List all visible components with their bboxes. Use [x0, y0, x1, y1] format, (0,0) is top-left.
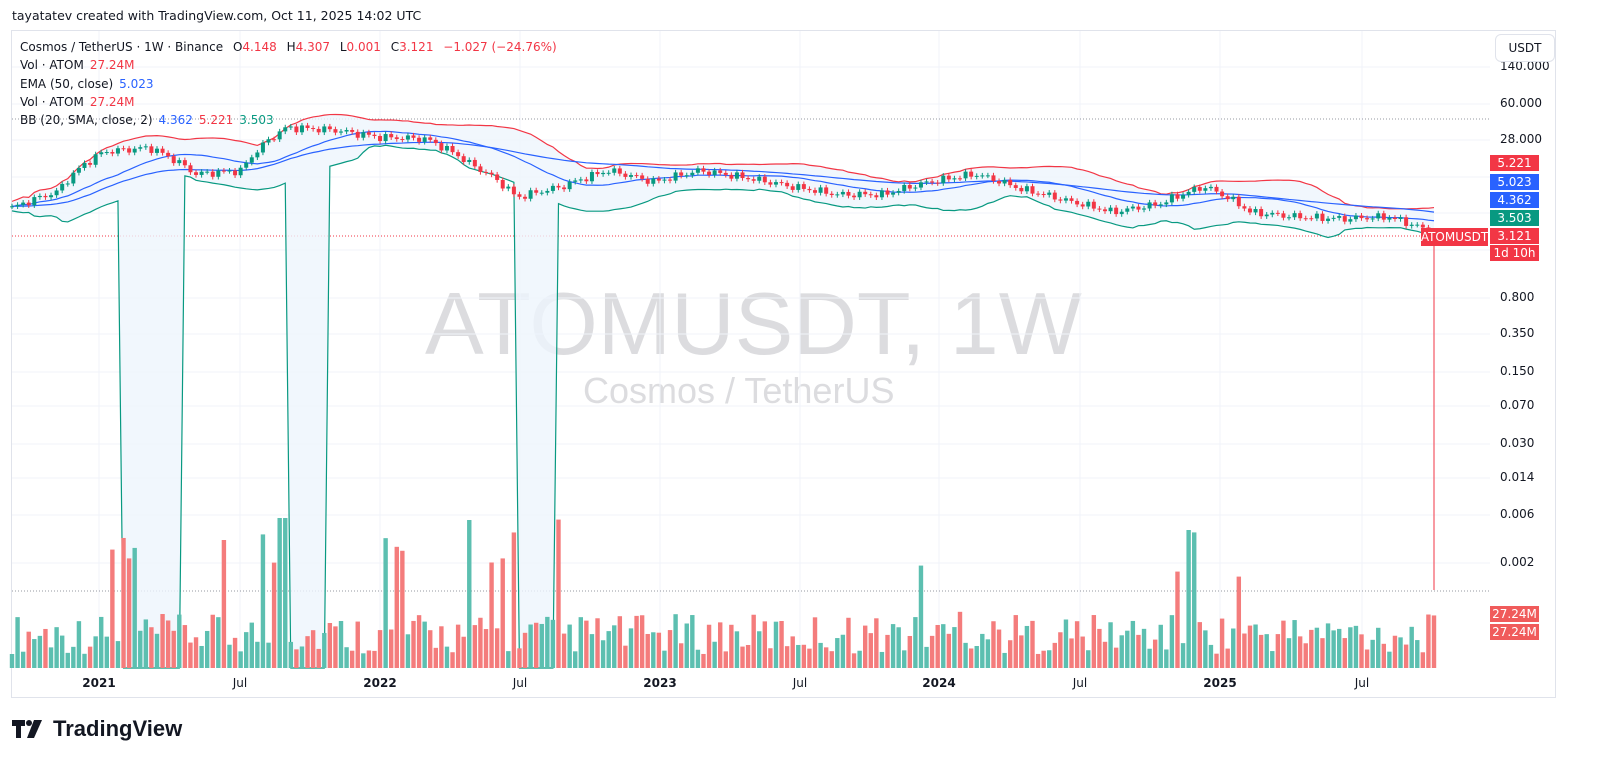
volume-value: 27.24M	[89, 58, 135, 73]
legend-ema-row[interactable]: EMA (50, close) 5.023	[20, 75, 557, 93]
price-tag: 4.362	[1490, 192, 1539, 208]
price-axis-label: 0.150	[1500, 364, 1535, 378]
volume-tag: 27.24M	[1490, 606, 1539, 622]
symbol-description: Cosmos / TetherUS · 1W · Binance	[20, 40, 224, 54]
close-label: C	[390, 40, 400, 54]
time-axis-label: 2023	[643, 676, 677, 690]
time-axis-label: Jul	[792, 676, 808, 690]
tradingview-logo-icon	[12, 720, 42, 738]
time-axis-label: Jul	[512, 676, 528, 690]
ema-label: EMA (50, close)	[20, 76, 114, 91]
price-axis-label: 0.070	[1500, 398, 1535, 412]
legend-volume-row[interactable]: Vol · ATOM 27.24M	[20, 56, 557, 74]
open-value: 4.148	[242, 40, 277, 54]
time-axis-label: 2024	[922, 676, 956, 690]
watermark-subtitle: Cosmos / TetherUS	[583, 370, 895, 411]
volume-label: Vol · ATOM	[20, 94, 84, 109]
change-value: −1.027 (−24.76%)	[443, 40, 557, 54]
high-label: H	[286, 40, 296, 54]
high-value: 4.307	[295, 40, 330, 54]
chart-credit: tayatatev created with TradingView.com, …	[12, 8, 422, 23]
price-axis-label: 0.014	[1500, 470, 1535, 484]
price-axis-label: 0.006	[1500, 507, 1535, 521]
ema-value: 5.023	[119, 76, 154, 91]
price-axis-label: 0.350	[1500, 326, 1535, 340]
symbol-price-tag: ATOMUSDT	[1420, 228, 1489, 246]
price-axis-label: 0.800	[1500, 290, 1535, 304]
chart-frame	[11, 30, 1556, 698]
close-value: 3.121	[399, 40, 434, 54]
price-axis-label: 60.000	[1500, 96, 1542, 110]
low-label: L	[339, 40, 347, 54]
price-tag: 3.121	[1490, 228, 1539, 244]
price-axis-label: 0.002	[1500, 555, 1535, 569]
bb-basis-value: 4.362	[158, 113, 193, 128]
time-axis-label: Jul	[1072, 676, 1088, 690]
low-value: 0.001	[346, 40, 381, 54]
price-axis-label: 0.030	[1500, 436, 1535, 450]
time-axis-label: Jul	[1354, 676, 1370, 690]
price-tag: 5.221	[1490, 155, 1539, 171]
chart-legend: Cosmos / TetherUS · 1W · Binance O4.148 …	[20, 38, 557, 129]
time-axis-label: 2021	[82, 676, 116, 690]
tradingview-logo[interactable]: TradingView	[12, 716, 182, 742]
bb-label: BB (20, SMA, close, 2)	[20, 113, 153, 128]
price-tag: 5.023	[1490, 174, 1539, 190]
price-axis-label: 28.000	[1500, 132, 1542, 146]
currency-button[interactable]: USDT	[1495, 34, 1555, 62]
bb-lower-value: 3.503	[239, 113, 274, 128]
brand-name: TradingView	[53, 716, 183, 741]
open-label: O	[232, 40, 243, 54]
volume-value: 27.24M	[89, 94, 135, 109]
bb-upper-value: 5.221	[198, 113, 234, 128]
price-axis-label: 140.000	[1500, 59, 1550, 73]
time-axis-label: 2025	[1203, 676, 1237, 690]
legend-symbol-row[interactable]: Cosmos / TetherUS · 1W · Binance O4.148 …	[20, 38, 557, 56]
legend-bb-row[interactable]: BB (20, SMA, close, 2) 4.362 5.221 3.503	[20, 111, 557, 129]
price-tag: 3.503	[1490, 210, 1539, 226]
volume-label: Vol · ATOM	[20, 58, 84, 73]
volume-tag: 27.24M	[1490, 624, 1539, 640]
legend-volume-row-2[interactable]: Vol · ATOM 27.24M	[20, 93, 557, 111]
time-axis-label: Jul	[232, 676, 248, 690]
time-axis-label: 2022	[363, 676, 397, 690]
price-tag: 1d 10h	[1490, 245, 1539, 261]
